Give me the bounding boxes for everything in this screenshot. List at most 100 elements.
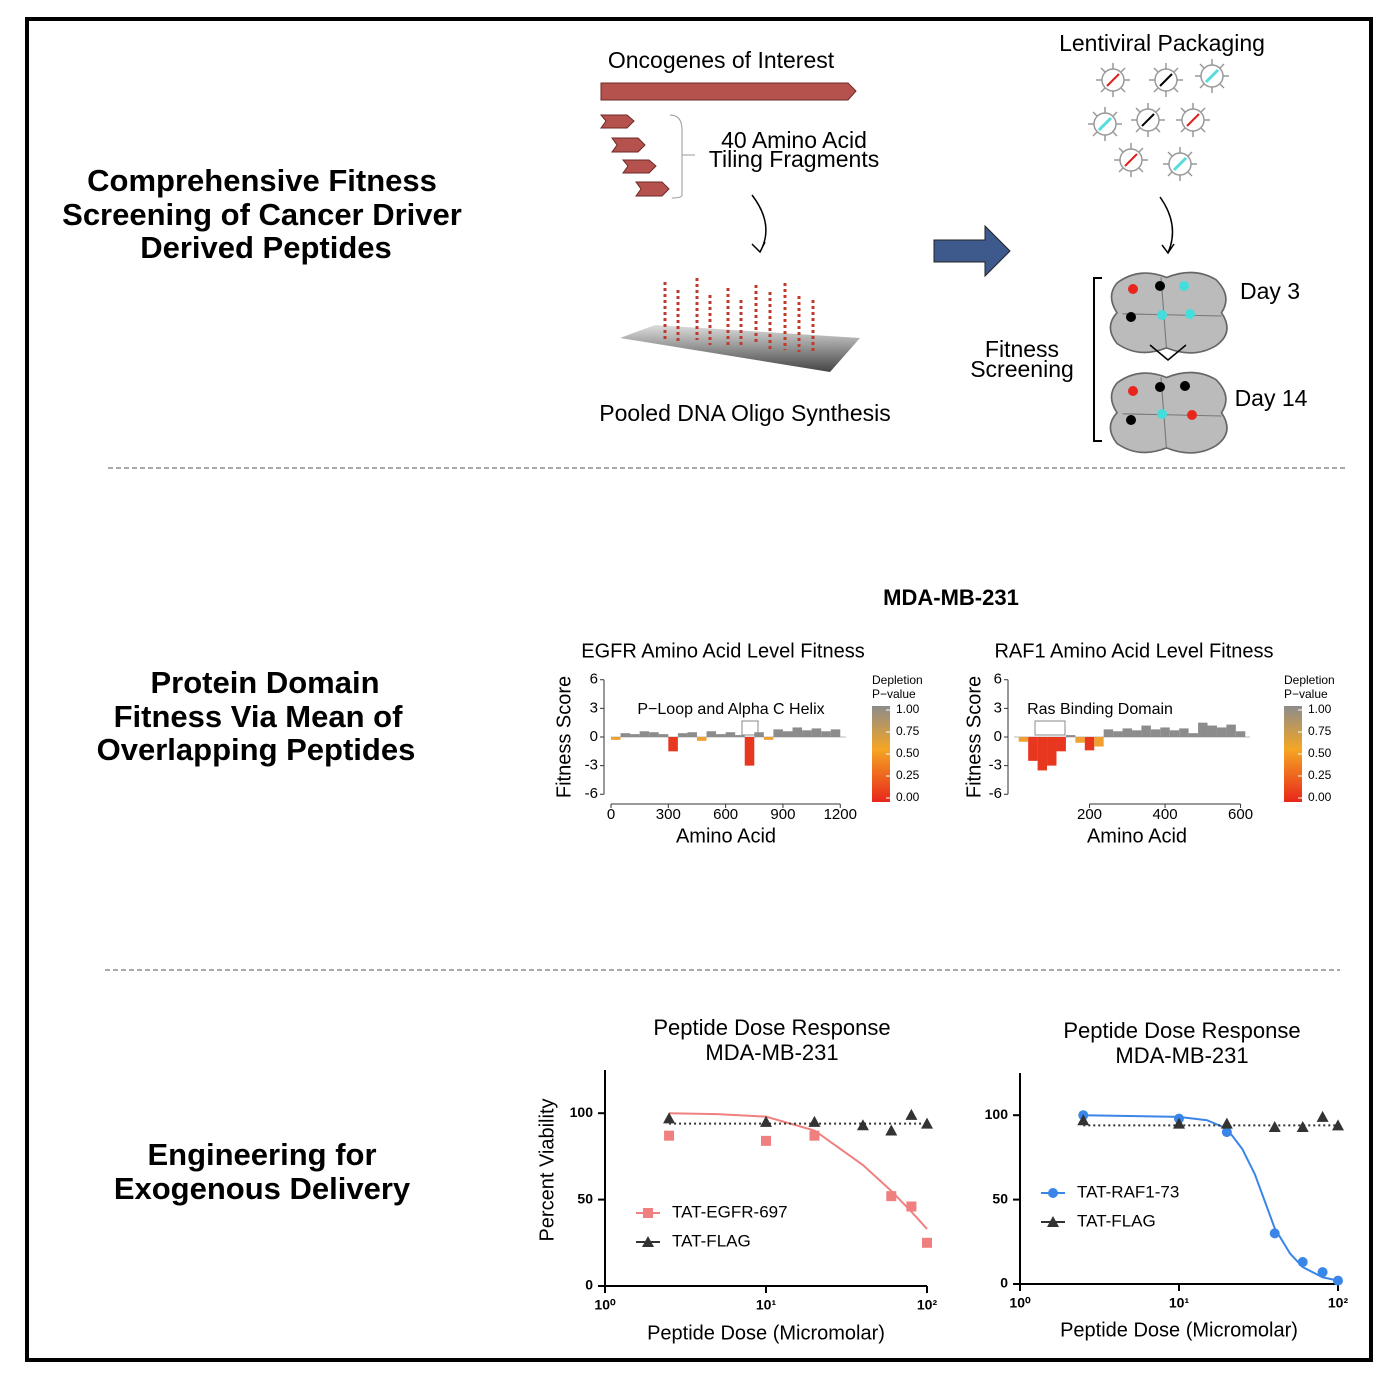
fitness-bar — [649, 732, 659, 737]
color-scale — [1284, 706, 1302, 802]
x-tick-label: 600 — [1228, 806, 1253, 823]
y-tick-label: 50 — [992, 1190, 1008, 1206]
section-title: Fitness Via Mean of — [114, 699, 404, 734]
section-title: Derived Peptides — [140, 230, 392, 265]
section-title: Screening of Cancer Driver — [62, 197, 462, 232]
fitness-bar — [1113, 731, 1123, 737]
y-tick-label: 6 — [994, 671, 1002, 688]
fitness-bar — [1103, 729, 1114, 737]
legend-label: TAT-FLAG — [1077, 1211, 1156, 1230]
y-tick-label: -3 — [585, 757, 598, 774]
viruses — [1087, 58, 1230, 182]
y-axis-label: Percent Viability — [536, 1098, 558, 1241]
fitness-bar — [1075, 737, 1085, 743]
label: Day 3 — [1240, 278, 1300, 304]
fitness-bar — [1188, 733, 1199, 737]
fitness-bar — [1169, 730, 1180, 737]
legend-tick-label: 0.50 — [896, 746, 920, 760]
data-point — [1316, 1110, 1329, 1122]
y-tick-label: 100 — [985, 1106, 1009, 1122]
legend-tick-label: 0.75 — [896, 724, 920, 738]
chart-title: Peptide Dose Response — [1063, 1018, 1300, 1043]
cells — [1109, 271, 1228, 454]
y-tick-label: 0 — [1000, 1275, 1008, 1291]
x-tick-label: 10⁰ — [1009, 1295, 1031, 1311]
section-titles: Comprehensive Fitness Screening of Cance… — [62, 163, 462, 1206]
chart-title: MDA-MB-231 — [705, 1040, 838, 1065]
fitness-bar — [716, 734, 726, 737]
fitness-bar — [811, 728, 822, 737]
chart-title: Peptide Dose Response — [653, 1015, 890, 1040]
x-tick-label: 10¹ — [1169, 1295, 1190, 1311]
fitness-bar — [792, 727, 803, 737]
annotation: Ras Binding Domain — [1027, 701, 1173, 718]
data-point — [906, 1201, 917, 1212]
oligos — [663, 278, 815, 352]
legend-tick-label: 0.50 — [1308, 746, 1332, 760]
legend-title: Depletion — [1284, 673, 1335, 687]
label: Oncogenes of Interest — [608, 47, 835, 73]
data-point — [808, 1115, 821, 1127]
x-tick-label: 0 — [607, 806, 615, 823]
fitness-bar — [687, 732, 697, 737]
data-point — [905, 1108, 918, 1120]
fitness-bar — [782, 731, 793, 737]
x-tick-label: 10² — [917, 1297, 938, 1313]
y-tick-label: 50 — [577, 1190, 593, 1206]
big-arrow — [933, 224, 1011, 278]
y-axis-label: Fitness Score — [963, 676, 985, 798]
fitness-bar — [735, 735, 745, 737]
data-point — [1268, 1121, 1281, 1133]
legend-tick-label: 0.00 — [1308, 790, 1332, 804]
fitness-bar — [1141, 725, 1151, 737]
legend-tick-label: 0.75 — [1308, 724, 1332, 738]
legend-title: Depletion — [872, 673, 923, 687]
y-tick-label: 0 — [590, 728, 598, 745]
fitness-bar — [744, 737, 755, 766]
data-point — [922, 1237, 932, 1248]
x-tick-label: 200 — [1077, 806, 1102, 823]
arrow — [751, 194, 767, 254]
fitness-bar — [773, 729, 783, 737]
annotation-box — [741, 720, 759, 736]
data-point — [1269, 1228, 1280, 1239]
data-point — [1220, 1117, 1233, 1129]
y-tick-label: -6 — [585, 785, 598, 802]
label: Lentiviral Packaging — [1059, 30, 1265, 56]
label: Tiling Fragments — [709, 146, 879, 172]
fitness-bar — [1207, 725, 1217, 737]
x-axis-label: Amino Acid — [1087, 825, 1187, 847]
fitness-bar — [1160, 727, 1170, 737]
fitness-bar — [725, 732, 736, 737]
cell-line-header: MDA-MB-231 — [883, 585, 1019, 610]
label: Pooled DNA Oligo Synthesis — [599, 400, 891, 426]
data-point — [1333, 1275, 1343, 1286]
data-point — [1077, 1114, 1090, 1126]
legend-tick-label: 1.00 — [896, 702, 920, 716]
fitness-bar — [1235, 731, 1246, 737]
legend-label: TAT-FLAG — [672, 1231, 751, 1250]
fit-curve — [1083, 1114, 1339, 1282]
fitness-bar — [802, 730, 812, 737]
label: Fitness — [985, 336, 1059, 362]
data-point — [664, 1130, 675, 1141]
data-point — [1296, 1121, 1309, 1133]
legend-tick-label: 1.00 — [1308, 702, 1332, 716]
data-point — [663, 1112, 676, 1124]
fitness-bar — [754, 732, 764, 737]
section-title: Overlapping Peptides — [97, 732, 416, 767]
y-tick-label: 6 — [590, 671, 598, 688]
fitness-bar — [763, 737, 774, 740]
fitness-bar — [1216, 727, 1227, 737]
legend-label: TAT-EGFR-697 — [672, 1202, 788, 1221]
x-tick-label: 300 — [656, 806, 681, 823]
fitness-bar — [668, 737, 678, 752]
fitness-bar — [1198, 722, 1208, 737]
data-point — [856, 1119, 869, 1131]
fitness-bar — [706, 731, 717, 737]
fitness-bar — [630, 734, 640, 737]
y-tick-label: -6 — [989, 785, 1002, 802]
legend-marker — [643, 1208, 653, 1218]
y-tick-label: 100 — [570, 1104, 594, 1120]
